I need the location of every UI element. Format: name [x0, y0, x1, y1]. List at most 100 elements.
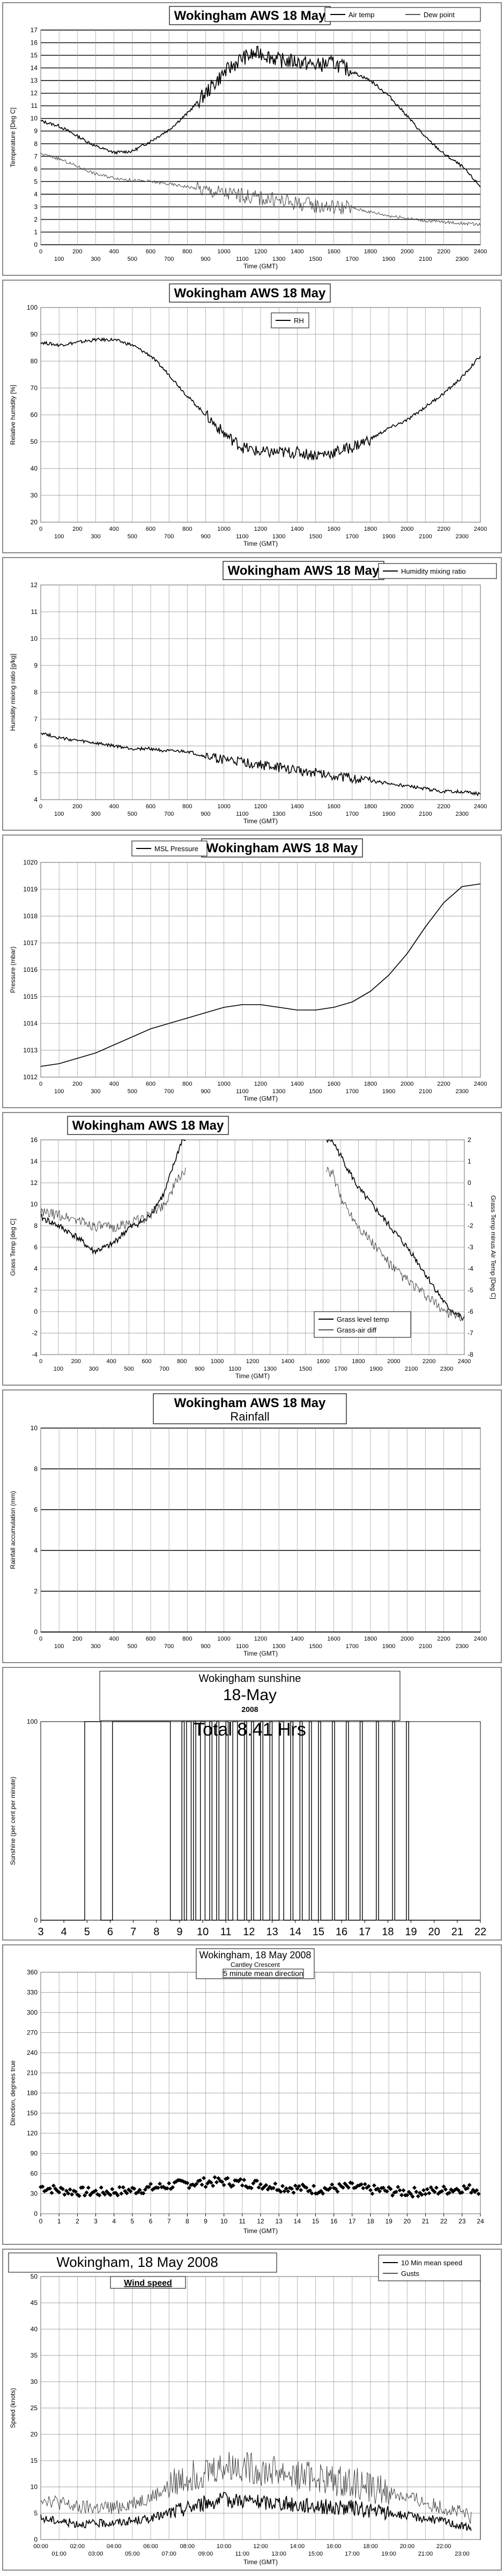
direction-point [441, 2184, 446, 2189]
direction-point [309, 2191, 314, 2196]
y-tick-label: 17 [31, 26, 38, 34]
x-tick-label: 00:00 [33, 2543, 48, 2550]
direction-point [70, 2192, 75, 2197]
y-axis-label: Relative humidity [%] [9, 385, 17, 445]
x-tick-label: 14:00 [290, 2543, 305, 2550]
y-axis-label: Sunshine (per cent per minute) [9, 1777, 17, 1865]
direction-point [260, 2186, 265, 2191]
x-tick-label: 1500 [309, 1088, 322, 1095]
y-tick-label: 1016 [23, 966, 38, 974]
x-tick-label: 18 [367, 2218, 374, 2225]
x-tick-label: 500 [128, 1643, 137, 1650]
y-tick-label: 50 [31, 2273, 38, 2280]
direction-point [115, 2193, 120, 2198]
x-tick-label: 1800 [352, 1358, 365, 1365]
x-tick-label: 12 [257, 2218, 264, 2225]
legend-label: 10 Min mean speed [401, 2259, 462, 2267]
x-tick-label: 3 [94, 2218, 98, 2225]
x-tick-label: 1300 [272, 1643, 285, 1650]
x-tick-label: 1700 [346, 811, 359, 817]
y-tick-label: 1020 [23, 859, 38, 866]
chart-6: 0 100 3 4 5 6 7 8 9 10 11 12 13 14 15 16 17 18 19 20 21 22 Sun… [9, 1671, 486, 1938]
direction-point [61, 2186, 65, 2191]
direction-point [462, 2184, 466, 2189]
direction-point [256, 2185, 261, 2190]
x-tick-label: 20:00 [400, 2543, 415, 2550]
x-tick-label: 800 [182, 1636, 192, 1642]
direction-point [77, 2193, 81, 2198]
x-tick-label: 1000 [211, 1358, 224, 1365]
y-tick-label: 8 [34, 140, 38, 148]
x-tick-label: 11:00 [235, 2551, 249, 2557]
y-right-axis-label: Grass Temp minus Air Temp [Deg C] [490, 1195, 497, 1299]
x-tick-label: 13 [275, 2218, 283, 2225]
x-axis-label: Time (GMT) [243, 2558, 278, 2566]
x-tick-label: 10 [220, 2218, 228, 2225]
x-tick-label: 2400 [474, 1636, 487, 1642]
x-tick-label: 1100 [236, 256, 249, 262]
direction-point [236, 2179, 241, 2184]
x-tick-label: 1700 [334, 1366, 347, 1372]
y-tick-label: 40 [31, 465, 38, 472]
x-tick-label: 20 [428, 1926, 440, 1938]
direction-point [337, 2182, 342, 2186]
x-tick-label: 22 [475, 1926, 486, 1938]
y-tick-label: 1012 [23, 1073, 38, 1081]
direction-point [396, 2185, 401, 2190]
direction-point [443, 2187, 448, 2192]
legend-box [378, 2255, 481, 2281]
x-tick-label: 700 [164, 1088, 174, 1095]
direction-point [419, 2192, 424, 2197]
y-tick-label: 0 [34, 2210, 38, 2218]
y-tick-label: 4 [34, 1547, 38, 1554]
x-tick-label: 600 [146, 526, 155, 532]
y-tick-label: 360 [27, 1968, 38, 1976]
x-tick-label: 2300 [456, 533, 469, 540]
x-tick-label: 800 [182, 1081, 192, 1087]
y-tick-label: 1017 [23, 939, 38, 947]
y-tick-label: 2 [34, 1286, 38, 1294]
direction-point [394, 2190, 398, 2194]
x-tick-label: 1400 [291, 248, 303, 255]
x-tick-label: 600 [146, 803, 155, 810]
x-tick-label: 10:00 [217, 2543, 232, 2550]
y-tick-label: 10 [31, 1424, 38, 1432]
x-tick-label: 4 [61, 1926, 67, 1938]
x-tick-label: 800 [182, 526, 192, 532]
y-tick-label: 6 [34, 742, 38, 750]
x-tick-label: 2400 [458, 1358, 471, 1365]
direction-point [412, 2185, 417, 2190]
y-right-tick-label: 0 [468, 1179, 471, 1187]
y-right-tick-label: -5 [468, 1286, 473, 1294]
direction-point [350, 2181, 354, 2186]
x-tick-label: 24 [477, 2218, 484, 2225]
x-tick-label: 2100 [419, 811, 432, 817]
direction-point [321, 2191, 325, 2196]
y-tick-label: 9 [34, 127, 38, 135]
x-tick-label: 500 [128, 1088, 137, 1095]
x-tick-label: 400 [109, 1081, 118, 1087]
direction-point [218, 2178, 223, 2183]
y-tick-label: 5 [34, 178, 38, 185]
direction-point [212, 2175, 217, 2180]
x-tick-label: 400 [106, 1358, 116, 1365]
y-tick-label: 11 [31, 102, 38, 109]
direction-point [397, 2188, 402, 2193]
direction-point [450, 2189, 455, 2194]
x-tick-label: 1000 [217, 1081, 230, 1087]
y-tick-label: 7 [34, 715, 38, 723]
direction-point [205, 2181, 210, 2186]
subtitle-box [110, 2276, 186, 2289]
x-tick-label: 07:00 [161, 2551, 176, 2557]
direction-point [221, 2183, 226, 2187]
direction-point [465, 2186, 470, 2191]
direction-point [57, 2190, 62, 2195]
y-tick-label: 5 [34, 769, 38, 777]
direction-point [124, 2191, 129, 2196]
direction-point [453, 2187, 457, 2192]
x-tick-label: 600 [146, 248, 155, 255]
direction-point [340, 2185, 345, 2190]
